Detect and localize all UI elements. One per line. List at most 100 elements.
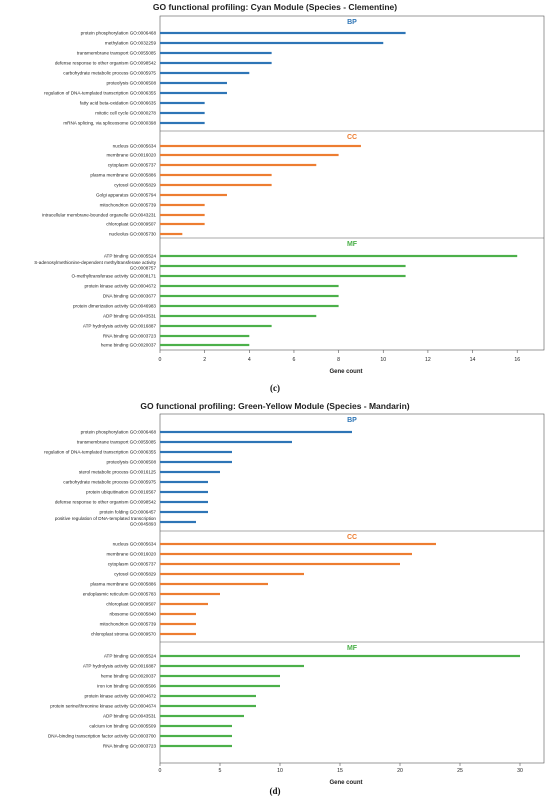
category-label: ATP binding GO:0005524 <box>104 654 157 659</box>
bar-bp-6 <box>160 490 208 494</box>
category-label: plasma membrane GO:0005886 <box>90 173 156 178</box>
group-label-cc: CC <box>347 134 357 141</box>
category-label: defense response to other organism GO:00… <box>55 500 157 505</box>
category-label: RNA binding GO:0003723 <box>103 744 157 749</box>
bar-cc-4 <box>160 183 272 187</box>
bar-mf-2 <box>160 274 406 278</box>
panel-label: (d) <box>270 786 281 796</box>
category-label: membrane GO:0016020 <box>106 552 156 557</box>
category-label: RNA binding GO:0003723 <box>103 334 157 339</box>
x-tick-label: 20 <box>397 768 403 774</box>
bar-mf-3 <box>160 684 280 688</box>
x-tick-label: 0 <box>159 768 162 774</box>
bar-cc-4 <box>160 582 268 586</box>
bar-bp-6 <box>160 91 227 95</box>
category-label: defense response to other organism GO:00… <box>55 61 157 66</box>
bar-bp-0 <box>160 430 352 434</box>
x-tick-label: 30 <box>517 768 523 774</box>
bar-mf-4 <box>160 694 256 698</box>
category-label: protein phosphorylation GO:0006468 <box>81 430 157 435</box>
bar-bp-8 <box>160 510 208 514</box>
bar-cc-8 <box>160 222 205 226</box>
bar-bp-4 <box>160 470 220 474</box>
group-label-bp: BP <box>347 19 357 26</box>
group-label-cc: CC <box>347 534 357 541</box>
category-label: nucleus GO:0005634 <box>113 542 157 547</box>
chart-d: GO functional profiling: Green-Yellow Mo… <box>44 401 545 796</box>
bar-mf-5 <box>160 704 256 708</box>
category-label: heme binding GO:0020037 <box>101 343 157 348</box>
bar-mf-0 <box>160 254 518 258</box>
bar-bp-7 <box>160 101 205 105</box>
bar-cc-0 <box>160 144 361 148</box>
bar-cc-1 <box>160 153 339 157</box>
bar-bp-8 <box>160 111 205 115</box>
plot-frame <box>159 15 545 351</box>
x-tick-label: 15 <box>337 768 343 774</box>
bar-cc-6 <box>160 203 205 207</box>
x-tick-label: 10 <box>277 768 283 774</box>
bar-bp-9 <box>160 121 205 125</box>
bar-cc-3 <box>160 173 272 177</box>
x-tick-label: 2 <box>203 357 206 363</box>
bar-cc-2 <box>160 163 317 167</box>
category-label: mitochondrion GO:0005739 <box>100 622 157 627</box>
x-tick-label: 4 <box>248 357 251 363</box>
bar-mf-3 <box>160 284 339 288</box>
category-label: Golgi apparatus GO:0005794 <box>96 193 156 198</box>
bar-cc-2 <box>160 562 400 566</box>
category-label: chloroplast GO:0009507 <box>106 222 156 227</box>
category-label: ATP hydrolysis activity GO:0016887 <box>83 324 157 329</box>
bar-mf-8 <box>160 334 250 338</box>
category-label: protein serine/threonine kinase activity… <box>50 704 156 709</box>
category-label: membrane GO:0016020 <box>106 153 156 158</box>
bar-mf-0 <box>160 654 520 658</box>
category-label: mitotic cell cycle GO:0000278 <box>95 111 156 116</box>
bar-bp-5 <box>160 480 208 484</box>
category-label: mRNA splicing, via spliceosome GO:000039… <box>63 121 156 126</box>
bar-cc-3 <box>160 572 304 576</box>
category-label: ribosome GO:0005840 <box>110 612 157 617</box>
category-label: mitochondrion GO:0005739 <box>100 203 157 208</box>
panel-label: (c) <box>270 383 280 393</box>
bar-cc-5 <box>160 193 227 197</box>
bar-mf-1 <box>160 664 304 668</box>
category-label: ATP hydrolysis activity GO:0016887 <box>83 664 157 669</box>
chart-title: GO functional profiling: Cyan Module (Sp… <box>153 2 397 12</box>
bar-mf-9 <box>160 744 232 748</box>
bar-mf-5 <box>160 304 339 308</box>
category-label: intracellular membrane-bounded organelle… <box>42 213 156 218</box>
category-label: O-methyltransferase activity GO:0008171 <box>71 274 156 279</box>
bar-mf-2 <box>160 674 280 678</box>
chart-title: GO functional profiling: Green-Yellow Mo… <box>140 401 409 411</box>
bar-cc-9 <box>160 632 196 636</box>
category-label: nucleus GO:0005634 <box>113 144 157 149</box>
category-label: protein kinase activity GO:0004672 <box>85 694 157 699</box>
group-label-mf: MF <box>347 645 358 652</box>
x-tick-label: 16 <box>514 357 520 363</box>
category-label: carbohydrate metabolic process GO:000597… <box>63 71 156 76</box>
bar-bp-0 <box>160 31 406 35</box>
bar-mf-6 <box>160 714 244 718</box>
x-tick-label: 8 <box>337 357 340 363</box>
category-label: protein phosphorylation GO:0006468 <box>81 31 157 36</box>
bar-mf-9 <box>160 343 250 347</box>
chart-c: GO functional profiling: Cyan Module (Sp… <box>34 2 545 393</box>
category-label: protein folding GO:0006457 <box>100 510 157 515</box>
category-label: cytoplasm GO:0005737 <box>108 562 157 567</box>
category-label: S-adenosylmethionine-dependent methyltra… <box>34 260 157 270</box>
category-label: protein dimerization activity GO:0046983 <box>73 304 156 309</box>
category-label: transmembrane transport GO:0055085 <box>77 440 157 445</box>
category-label: endoplasmic reticulum GO:0005783 <box>83 592 157 597</box>
category-label: sterol metabolic process GO:0016125 <box>79 470 157 475</box>
bar-cc-7 <box>160 612 196 616</box>
category-label: ATP binding GO:0005524 <box>104 254 157 259</box>
category-label: cytosol GO:0005829 <box>114 572 156 577</box>
category-label: positive regulation of DNA-templated tra… <box>55 516 157 526</box>
category-label: DNA-binding transcription factor activit… <box>48 734 156 739</box>
category-label: iron ion binding GO:0005506 <box>97 684 156 689</box>
category-label: chloroplast stroma GO:0009570 <box>91 632 157 637</box>
category-label: nucleolus GO:0005730 <box>109 232 156 237</box>
